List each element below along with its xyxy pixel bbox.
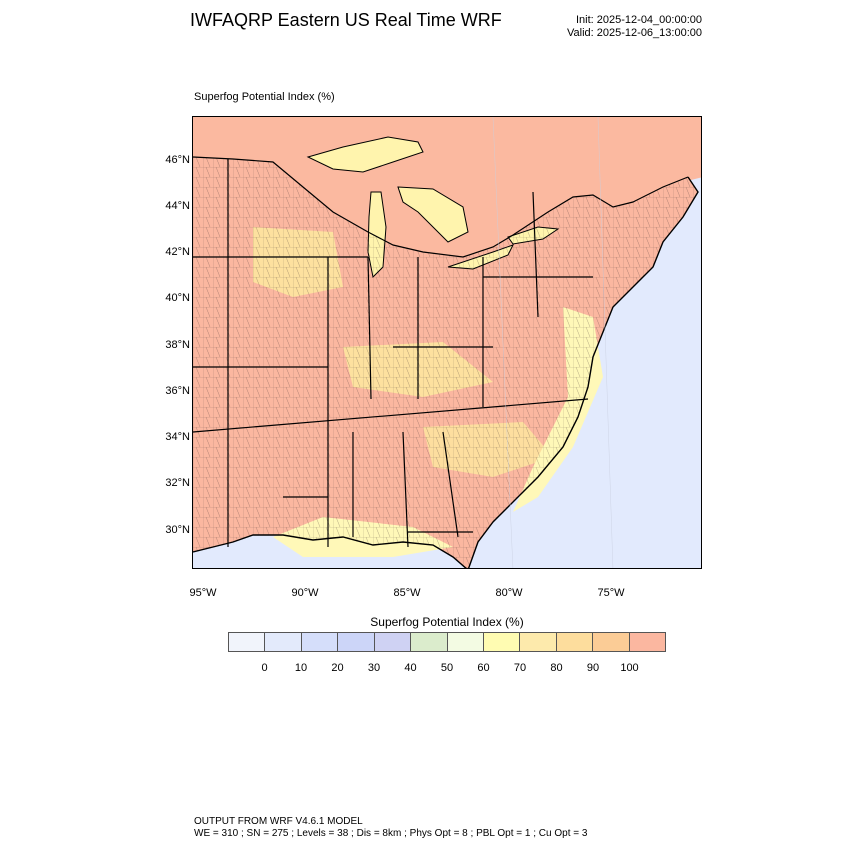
lat-label: 32°N (165, 477, 190, 489)
valid-time: Valid: 2025-12-06_13:00:00 (567, 27, 702, 39)
legend-tick-label: 20 (331, 662, 344, 674)
state-boundaries (193, 156, 689, 548)
color-legend (228, 632, 666, 652)
legend-swatch (229, 633, 266, 651)
legend-swatch (556, 633, 594, 651)
lat-label: 30°N (165, 524, 190, 536)
legend-tick-label: 100 (620, 662, 639, 674)
lake-superior (306, 136, 424, 173)
coastline (193, 176, 699, 568)
legend-tick-label: 60 (477, 662, 490, 674)
legend-swatch (301, 633, 339, 651)
map-panel (192, 116, 702, 569)
legend-tick-label: 0 (261, 662, 268, 674)
legend-swatch (447, 633, 484, 651)
lat-label: 36°N (165, 385, 190, 397)
legend-swatch (374, 633, 412, 651)
lat-label: 34°N (165, 431, 190, 443)
map-svg (193, 117, 701, 568)
lon-label: 80°W (495, 587, 523, 599)
canada-region (193, 117, 701, 257)
legend-tick-label: 10 (294, 662, 308, 674)
legend-tick-label: 70 (513, 662, 527, 674)
legend-swatch (411, 633, 448, 651)
legend-tick-label: 40 (404, 662, 417, 674)
legend-swatch (593, 633, 630, 651)
legend-tick-label: 50 (440, 662, 454, 674)
footer-config-line: WE = 310 ; SN = 275 ; Levels = 38 ; Dis … (194, 828, 588, 839)
county-lines (193, 157, 698, 568)
lake-huron (397, 186, 469, 243)
lon-label: 95°W (189, 587, 217, 599)
lat-label: 44°N (165, 200, 190, 212)
lon-label: 85°W (393, 587, 421, 599)
init-time: Init: 2025-12-04_00:00:00 (576, 14, 702, 26)
lat-label: 42°N (165, 246, 190, 258)
legend-swatch (265, 633, 302, 651)
footer-model-line: OUTPUT FROM WRF V4.6.1 MODEL (194, 816, 363, 827)
lon-label: 75°W (597, 587, 625, 599)
legend-tick-label: 90 (586, 662, 600, 674)
lat-label: 38°N (165, 339, 190, 351)
field-label: Superfog Potential Index (%) (194, 91, 335, 103)
legend-title: Superfog Potential Index (%) (0, 615, 850, 629)
legend-swatch (338, 633, 375, 651)
legend-tick-label: 80 (550, 662, 563, 674)
legend-swatch (629, 633, 666, 651)
lat-label: 46°N (165, 154, 190, 166)
chart-title: IWFAQRP Eastern US Real Time WRF (190, 10, 502, 30)
lon-label: 90°W (291, 587, 319, 599)
legend-tick-label: 30 (367, 662, 381, 674)
lat-label: 40°N (165, 292, 190, 304)
legend-swatch (520, 633, 557, 651)
legend-swatch (483, 633, 521, 651)
legend-title-text: Superfog Potential Index (%) (370, 615, 524, 629)
